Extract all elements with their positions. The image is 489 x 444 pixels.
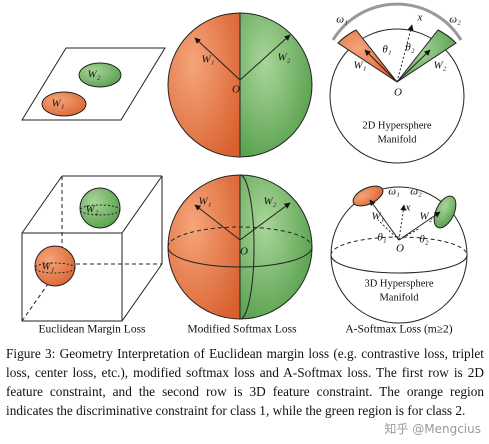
label: W₂ <box>88 69 101 81</box>
label: x <box>405 202 411 214</box>
panel-circle <box>167 12 313 158</box>
label: ω₁ <box>336 14 348 26</box>
label: ω₂ <box>449 14 461 26</box>
panel-sphere <box>167 174 313 320</box>
label: θ₁ <box>377 232 386 244</box>
panel-2d-hypersphere <box>329 2 465 164</box>
panel-cube <box>21 175 163 322</box>
figure-caption: Figure 3: Geometry Interpretation of Euc… <box>6 346 484 418</box>
column-label: A-Softmax Loss (m≥2) <box>345 324 452 336</box>
label: O <box>396 243 404 255</box>
label: ω₂ <box>410 186 422 198</box>
label: W₂ <box>434 60 447 72</box>
label: W₁ <box>202 54 215 66</box>
label: W₂ <box>86 204 99 216</box>
watermark: 知乎 @Mengcius <box>384 422 481 436</box>
label: θ₂ <box>419 234 428 246</box>
label: ω₁ <box>388 186 400 198</box>
label: W₁ <box>354 60 367 72</box>
panel-caption: 3D Hypersphere <box>364 278 433 289</box>
panel-plane <box>21 47 166 121</box>
label: θ₁ <box>382 44 391 56</box>
panel-caption: Manifold <box>379 292 419 303</box>
label: W₂ <box>264 196 277 208</box>
label: W₁ <box>372 211 385 223</box>
column-label: Modified Softmax Loss <box>187 324 297 336</box>
label: O <box>240 246 248 258</box>
label: W₂ <box>420 211 433 223</box>
label: O <box>394 87 402 99</box>
label: W₁ <box>199 196 212 208</box>
label: W₁ <box>42 261 55 273</box>
figure: W₂ W₁ W₁ W₂ O ω₁ x ω₂ θ₁ θ₂ W₁ W₂ O 2D H… <box>21 2 468 336</box>
label: W₁ <box>52 98 65 110</box>
label: x <box>417 12 423 24</box>
panel-caption: 2D Hypersphere <box>362 120 431 131</box>
column-label: Euclidean Margin Loss <box>38 324 146 336</box>
label: O <box>232 84 240 96</box>
panel-3d-hypersphere <box>330 185 468 324</box>
label: θ₂ <box>405 42 414 54</box>
label: W₂ <box>278 52 291 64</box>
panel-caption: Manifold <box>377 134 417 145</box>
